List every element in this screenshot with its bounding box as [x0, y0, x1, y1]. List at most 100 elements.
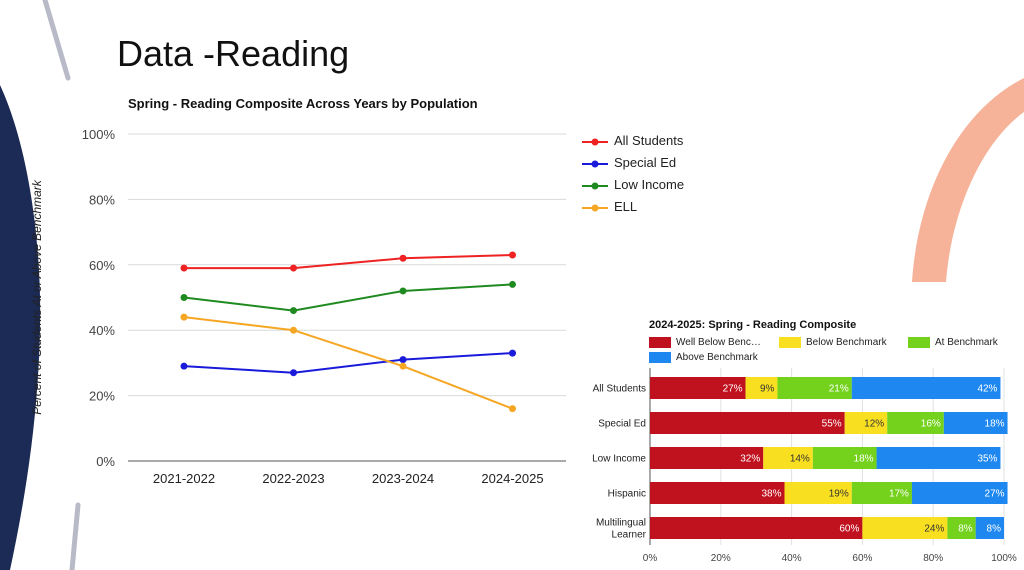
data-label: 19% [829, 489, 849, 500]
data-point [180, 294, 188, 301]
data-label: 32% [740, 454, 760, 465]
data-label: 8% [987, 524, 1002, 535]
data-point [290, 307, 297, 315]
data-label: 27% [985, 489, 1005, 500]
series-line-low-income [183, 283, 513, 312]
legend-item: All Students [582, 133, 683, 148]
series-line-all-students [184, 253, 513, 270]
bar-chart-title: 2024-2025: Spring - Reading Composite [649, 319, 857, 331]
category-label: All Students [593, 384, 646, 395]
x-tick-label: 40% [782, 553, 802, 564]
data-point [290, 326, 297, 334]
y-tick-label: 20% [89, 389, 115, 404]
bar-segment [777, 377, 852, 399]
bar-legend-item: Below Benchmark [779, 337, 887, 348]
data-point [509, 251, 516, 259]
data-label: 42% [977, 384, 997, 395]
bar-segment [911, 482, 1008, 504]
x-tick-label: 20% [711, 553, 731, 564]
series-line-ell [183, 316, 513, 410]
data-label: 12% [864, 419, 884, 430]
gray-stroke-bottom [69, 502, 81, 570]
data-label: 9% [760, 384, 775, 395]
bar-legend-item: Well Below Benc… [649, 337, 761, 348]
series-line-special-ed [183, 352, 513, 374]
category-label: Learner [612, 530, 647, 541]
slide-title: Data -Reading [117, 33, 350, 74]
bar-segment [650, 412, 845, 434]
legend-label: At Benchmark [935, 337, 998, 349]
category-label: Low Income [592, 454, 646, 465]
bar-segment [851, 377, 1001, 399]
line-chart: 0% 20% 40% 60% 80% 100% 2021-2022 2022-2023 2023… [30, 127, 566, 486]
data-point [509, 349, 516, 357]
x-tick-label: 100% [991, 553, 1017, 564]
legend-item: Special Ed [582, 155, 676, 170]
legend-swatch [908, 337, 930, 348]
data-point [180, 362, 188, 370]
bar-legend-item: Above Benchmark [649, 352, 758, 363]
data-point [509, 405, 516, 413]
data-point [509, 280, 516, 288]
data-point [180, 264, 188, 272]
legend-label: Above Benchmark [676, 352, 758, 364]
y-tick-label: 80% [89, 192, 115, 207]
x-tick-label: 0% [643, 553, 658, 564]
data-point [399, 254, 407, 262]
bar-segment [876, 447, 1001, 469]
legend-swatch [779, 337, 801, 348]
legend-item: ELL [582, 199, 637, 214]
bar-segment [650, 447, 764, 469]
data-label: 38% [762, 489, 782, 500]
legend-label: Special Ed [614, 155, 677, 170]
legend-marker [582, 160, 608, 168]
bar-segment [887, 412, 944, 434]
legend-label: All Students [614, 133, 684, 148]
bar-segment [844, 412, 888, 434]
bar-chart: 0% 20% 40% 60% 80% 100% All Students 27% 9% 21% 42… [592, 368, 1017, 564]
gray-stroke-top [42, 0, 71, 81]
legend-marker [582, 138, 608, 146]
legend-label: Low Income [614, 177, 685, 192]
bar-segment [975, 517, 1004, 539]
data-label: 8% [958, 524, 973, 535]
y-axis-label: Percent of Students At or Above Benchmar… [30, 179, 44, 415]
legend-item: Low Income [582, 177, 684, 192]
bar-segment [650, 377, 746, 399]
category-label: Special Ed [598, 419, 646, 430]
line-chart-title: Spring - Reading Composite Across Years … [128, 96, 478, 111]
data-label: 21% [829, 384, 849, 395]
data-point [180, 313, 188, 321]
legend-swatch [649, 337, 671, 348]
salmon-arc-shape [912, 78, 1024, 282]
legend-label: Below Benchmark [806, 337, 887, 349]
bar-segment [943, 412, 1008, 434]
data-label: 17% [889, 489, 909, 500]
x-tick-label: 2023-2024 [372, 471, 434, 486]
bar-legend-item: At Benchmark [908, 337, 998, 348]
data-point [290, 369, 297, 377]
y-tick-label: 40% [89, 323, 115, 338]
legend-label: Well Below Benc… [676, 337, 761, 349]
bar-segment [812, 447, 877, 469]
y-tick-label: 0% [96, 454, 115, 469]
bar-segment [745, 377, 778, 399]
x-tick-label: 2021-2022 [153, 471, 215, 486]
data-point [399, 362, 407, 370]
category-label: Multilingual [596, 518, 646, 529]
legend-marker [582, 204, 608, 212]
x-tick-label: 2022-2023 [262, 471, 324, 486]
bar-segment [650, 482, 785, 504]
category-label: Hispanic [608, 489, 646, 500]
legend-marker [582, 182, 608, 190]
bar-segment [650, 517, 863, 539]
data-label: 60% [839, 524, 859, 535]
data-label: 55% [822, 419, 842, 430]
data-point [399, 287, 407, 295]
y-tick-label: 100% [82, 127, 116, 142]
data-point [399, 356, 407, 364]
bar-segment [763, 447, 813, 469]
y-tick-label: 60% [89, 258, 115, 273]
bar-segment [862, 517, 948, 539]
